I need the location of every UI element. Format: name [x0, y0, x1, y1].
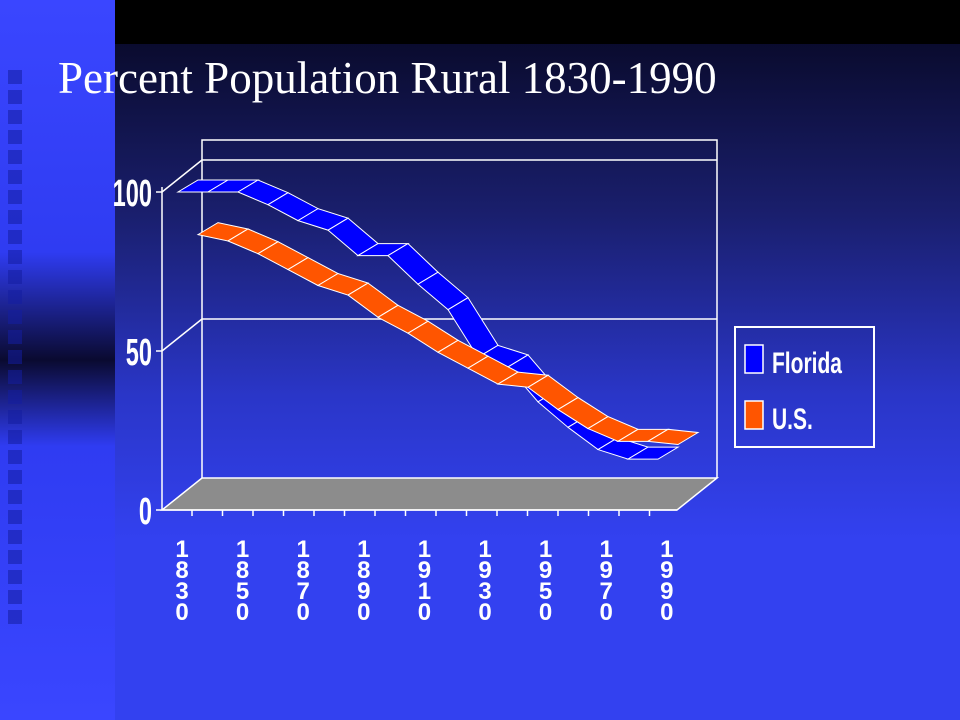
gridline-depth [161, 318, 203, 352]
ribbon-segment [626, 446, 680, 460]
decorative-square [8, 150, 22, 164]
legend-swatch [744, 400, 764, 430]
decorative-square [8, 330, 22, 344]
decorative-square [8, 610, 22, 624]
slide-title: Percent Population Rural 1830-1990 [58, 53, 717, 103]
decorative-square [8, 290, 22, 304]
legend-swatch [744, 344, 764, 374]
legend-label: Florida [772, 348, 842, 380]
chart-ribbons [176, 179, 700, 460]
decorative-square [8, 450, 22, 464]
decorative-square [8, 250, 22, 264]
legend-label: U.S. [772, 404, 813, 436]
decorative-square [8, 210, 22, 224]
decorative-square [8, 470, 22, 484]
decorative-square [8, 70, 22, 84]
chart-axes: 0 50 100 1 8 3 0 1 8 5 0 1 8 7 0 1 8 9 0 1 9 1 0 1 9 3 0 1 9 5 0 1 9 7 0 1 9… [113, 171, 677, 626]
y-tick-label: 50 [126, 330, 152, 373]
decorative-squares [8, 70, 26, 630]
gridline-depth [161, 159, 203, 193]
chart-legend: Florida U.S. [734, 326, 875, 448]
series-us [196, 222, 700, 446]
decorative-square [8, 130, 22, 144]
decorative-square [8, 430, 22, 444]
decorative-square [8, 310, 22, 324]
decorative-square [8, 170, 22, 184]
decorative-square [8, 550, 22, 564]
decorative-side-strip [0, 0, 115, 720]
decorative-square [8, 110, 22, 124]
decorative-square [8, 230, 22, 244]
top-band [115, 0, 960, 44]
chart-back-wall [201, 139, 718, 478]
y-tick-label: 0 [139, 489, 152, 532]
decorative-square [8, 490, 22, 504]
decorative-square [8, 90, 22, 104]
decorative-square [8, 350, 22, 364]
decorative-square [8, 570, 22, 584]
decorative-square [8, 390, 22, 404]
decorative-square [8, 370, 22, 384]
chart-floor [159, 477, 720, 511]
decorative-square [8, 190, 22, 204]
y-tick-label: 100 [113, 171, 152, 214]
legend-box [734, 326, 875, 448]
decorative-square [8, 410, 22, 424]
decorative-square [8, 590, 22, 604]
decorative-square [8, 530, 22, 544]
decorative-square [8, 270, 22, 284]
decorative-square [8, 510, 22, 524]
ribbon-segment [646, 428, 700, 446]
